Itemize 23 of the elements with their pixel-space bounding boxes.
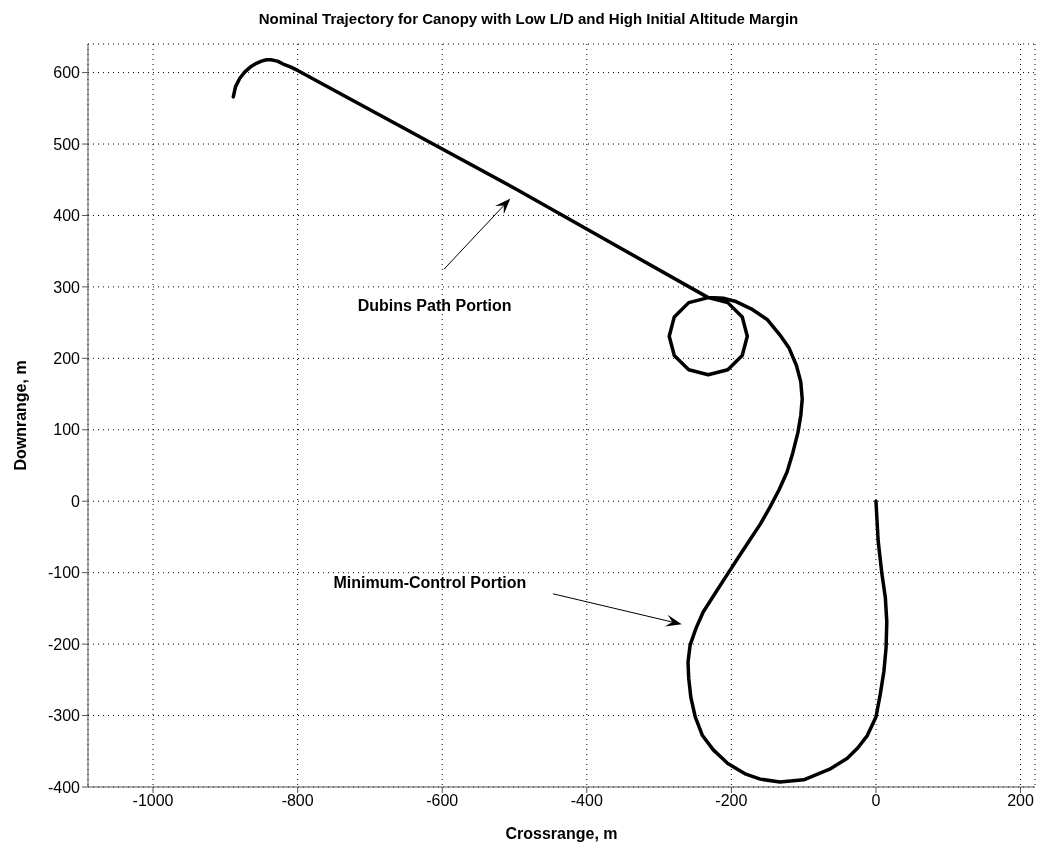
y-tick-label: 100 <box>53 421 81 439</box>
chart-title: Nominal Trajectory for Canopy with Low L/D and High Initial Altitude Margin <box>257 9 800 29</box>
y-tick-label: 200 <box>53 350 81 368</box>
x-tick-label: -200 <box>715 792 748 810</box>
y-tick-label: 500 <box>53 135 81 153</box>
x-tick-label: 200 <box>1007 792 1034 810</box>
y-axis-title: Downrange, m <box>11 360 29 471</box>
y-tick-label: -400 <box>47 778 81 796</box>
x-tick-label: 0 <box>871 792 881 810</box>
y-tick-label: -100 <box>47 564 81 582</box>
y-tick-label: 0 <box>71 492 81 510</box>
annotation: Dubins Path Portion <box>357 297 512 315</box>
x-axis-title: Crossrange, m <box>505 825 618 842</box>
y-tick-label: -200 <box>47 635 81 653</box>
y-tick-label: -300 <box>47 707 81 725</box>
y-tick-label: 300 <box>53 278 81 296</box>
y-tick-label: 600 <box>53 64 81 82</box>
x-tick-label: -800 <box>281 792 314 810</box>
x-tick-label: -400 <box>570 792 603 810</box>
y-tick-label: 400 <box>53 207 81 225</box>
x-tick-label: -1000 <box>132 792 174 810</box>
x-tick-label: -600 <box>426 792 459 810</box>
annotation: Minimum-Control Portion <box>333 573 527 591</box>
